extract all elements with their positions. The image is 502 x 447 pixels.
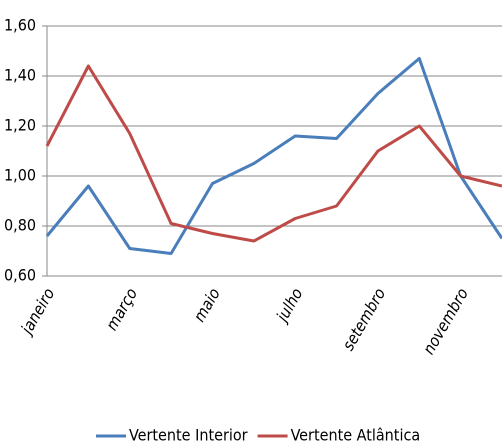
legend: Vertente Interior Vertente Atlântica — [96, 426, 420, 445]
x-tick-label: maio — [190, 285, 224, 326]
legend-label: Vertente Interior — [129, 426, 248, 445]
y-tick-label: 1,60 — [4, 16, 36, 35]
x-tick-label: novembro — [419, 285, 472, 358]
x-tick-label: janeiro — [16, 285, 58, 339]
x-tick-label: julho — [272, 285, 307, 327]
series-line — [45, 57, 502, 255]
y-tick-label: 1,20 — [4, 116, 36, 135]
y-tick-label: 0,60 — [4, 266, 36, 285]
y-tick-label: 0,80 — [4, 216, 36, 235]
x-tick-label: março — [102, 285, 141, 334]
x-tick-label: setembro — [338, 285, 389, 354]
series-line — [45, 64, 502, 243]
y-tick-label: 1,40 — [4, 66, 36, 85]
legend-label: Vertente Atlântica — [291, 426, 421, 445]
y-tick-label: 1,00 — [4, 166, 36, 185]
